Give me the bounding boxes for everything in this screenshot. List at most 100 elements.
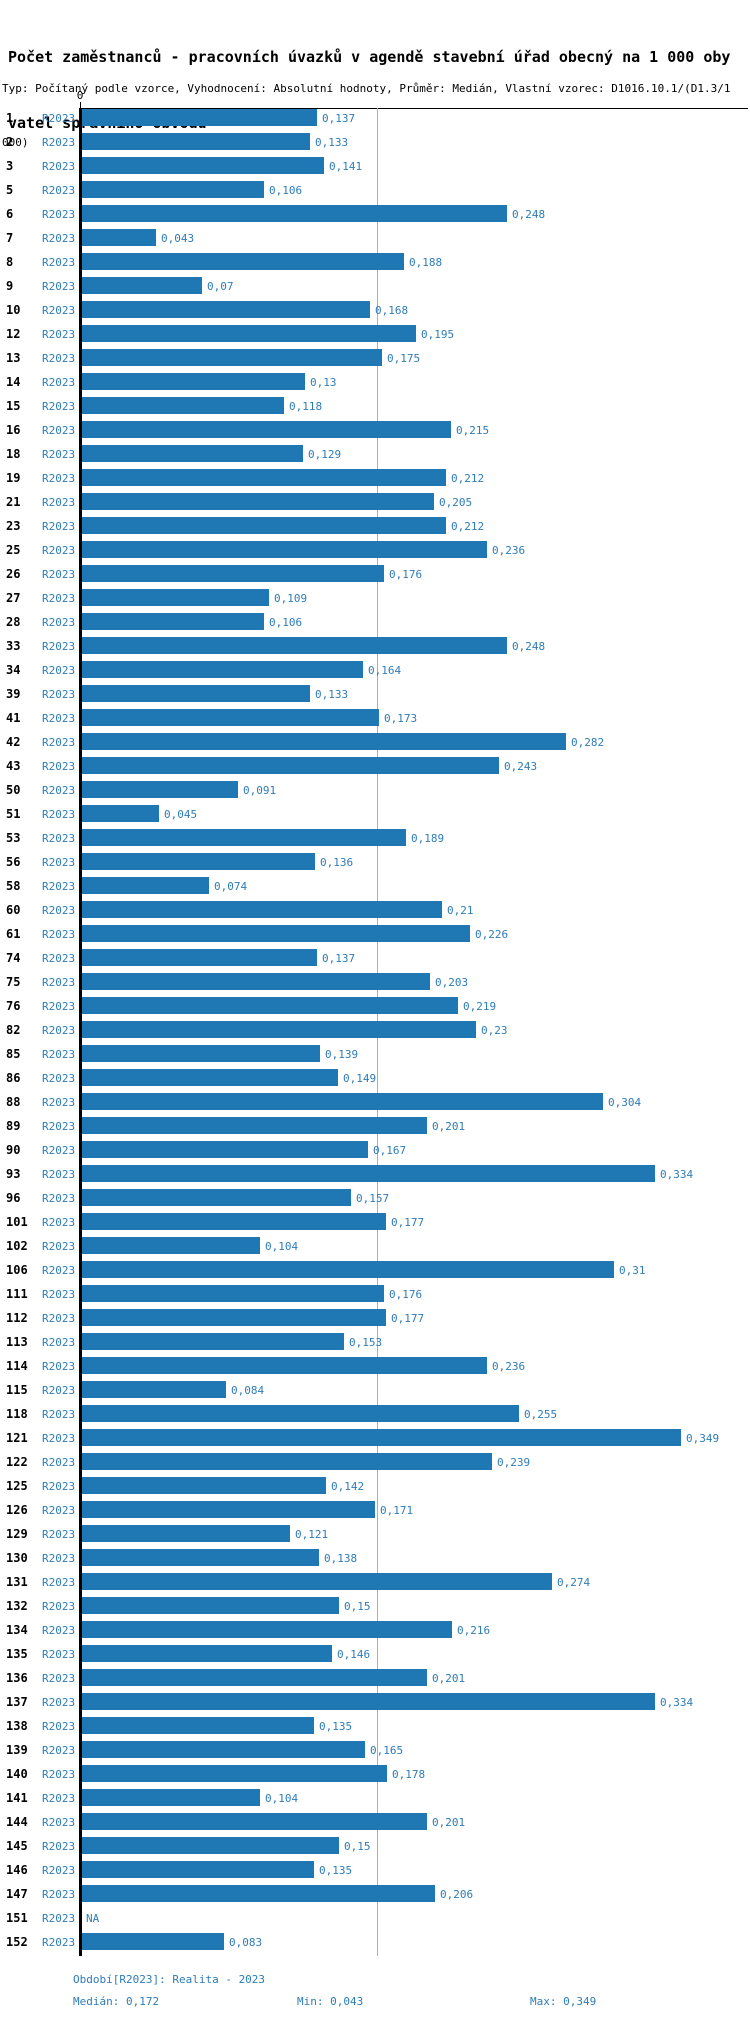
chart-title-line1: Počet zaměstnanců - pracovních úvazků v … <box>8 48 731 66</box>
bar[interactable] <box>82 685 310 702</box>
row-id-label: 86 <box>6 1071 21 1085</box>
bar[interactable] <box>82 1477 326 1494</box>
row-id-label: 75 <box>6 975 21 989</box>
bar[interactable] <box>82 349 382 366</box>
bar[interactable] <box>82 517 446 534</box>
bar[interactable] <box>82 1381 226 1398</box>
bar[interactable] <box>82 1429 681 1446</box>
bar[interactable] <box>82 1789 260 1806</box>
bar[interactable] <box>82 469 446 486</box>
row-id-label: 135 <box>6 1647 28 1661</box>
bar[interactable] <box>82 1285 384 1302</box>
bar-row: 113 R2023 0,153 <box>0 1330 750 1354</box>
bar[interactable] <box>82 1573 552 1590</box>
bar[interactable] <box>82 613 264 630</box>
bar[interactable] <box>82 901 442 918</box>
bar[interactable] <box>82 781 238 798</box>
bar[interactable] <box>82 1549 319 1566</box>
bar-value-label: 0,215 <box>456 424 490 437</box>
bar[interactable] <box>82 1765 387 1782</box>
bar[interactable] <box>82 1309 386 1326</box>
bar[interactable] <box>82 1021 476 1038</box>
row-series-label: R2023 <box>42 1168 76 1181</box>
bar[interactable] <box>82 1453 492 1470</box>
bar[interactable] <box>82 421 451 438</box>
bar[interactable] <box>82 373 305 390</box>
bar[interactable] <box>82 997 458 1014</box>
bar[interactable] <box>82 541 487 558</box>
bar[interactable] <box>82 1861 314 1878</box>
row-series-label: R2023 <box>42 232 76 245</box>
bar[interactable] <box>82 493 434 510</box>
row-series-label: R2023 <box>42 760 76 773</box>
bar[interactable] <box>82 397 284 414</box>
bar[interactable] <box>82 661 363 678</box>
bar[interactable] <box>82 157 324 174</box>
bar[interactable] <box>82 1837 339 1854</box>
bar[interactable] <box>82 973 430 990</box>
bar[interactable] <box>82 1669 427 1686</box>
bar[interactable] <box>82 1525 290 1542</box>
footer-period-label: Období[R2023]: Realita - 2023 <box>73 1973 266 1986</box>
bar[interactable] <box>82 229 156 246</box>
bar[interactable] <box>82 277 202 294</box>
bar-row: 28 R2023 0,106 <box>0 610 750 634</box>
bar[interactable] <box>82 757 499 774</box>
bar[interactable] <box>82 877 209 894</box>
bar[interactable] <box>82 1693 655 1710</box>
row-series-label: R2023 <box>42 928 76 941</box>
bar-row: 86 R2023 0,149 <box>0 1066 750 1090</box>
bar[interactable] <box>82 325 416 342</box>
bar[interactable] <box>82 805 159 822</box>
bar-row: 16 R2023 0,215 <box>0 418 750 442</box>
bar-row: 42 R2023 0,282 <box>0 730 750 754</box>
bar[interactable] <box>82 1261 614 1278</box>
bar[interactable] <box>82 1165 655 1182</box>
bar[interactable] <box>82 949 317 966</box>
row-series-label: R2023 <box>42 1840 76 1853</box>
row-id-label: 19 <box>6 471 21 485</box>
bar[interactable] <box>82 109 317 126</box>
bar[interactable] <box>82 301 370 318</box>
bar[interactable] <box>82 853 315 870</box>
bar[interactable] <box>82 1405 519 1422</box>
bar[interactable] <box>82 1189 351 1206</box>
bar[interactable] <box>82 1213 386 1230</box>
bar-row: 19 R2023 0,212 <box>0 466 750 490</box>
bar[interactable] <box>82 709 379 726</box>
bar[interactable] <box>82 1333 344 1350</box>
bar[interactable] <box>82 637 507 654</box>
bar[interactable] <box>82 1645 332 1662</box>
bar[interactable] <box>82 1141 368 1158</box>
bar[interactable] <box>82 1357 487 1374</box>
bar[interactable] <box>82 1885 435 1902</box>
bar[interactable] <box>82 1741 365 1758</box>
row-series-label: R2023 <box>42 1456 76 1469</box>
bar[interactable] <box>82 1093 603 1110</box>
bar[interactable] <box>82 253 404 270</box>
bar-row: 130 R2023 0,138 <box>0 1546 750 1570</box>
bar[interactable] <box>82 1501 375 1518</box>
bar[interactable] <box>82 445 303 462</box>
bar[interactable] <box>82 733 566 750</box>
bar[interactable] <box>82 1813 427 1830</box>
row-id-label: 90 <box>6 1143 21 1157</box>
bar[interactable] <box>82 589 269 606</box>
bar[interactable] <box>82 1933 224 1950</box>
bar-value-label: 0,149 <box>343 1072 377 1085</box>
bar[interactable] <box>82 181 264 198</box>
bar[interactable] <box>82 1117 427 1134</box>
bar[interactable] <box>82 1069 338 1086</box>
bar[interactable] <box>82 1237 260 1254</box>
bar[interactable] <box>82 1621 452 1638</box>
bar[interactable] <box>82 925 470 942</box>
bar[interactable] <box>82 1597 339 1614</box>
bar[interactable] <box>82 205 507 222</box>
bar[interactable] <box>82 1717 314 1734</box>
row-id-label: 15 <box>6 399 21 413</box>
bar[interactable] <box>82 565 384 582</box>
bar[interactable] <box>82 133 310 150</box>
bar[interactable] <box>82 829 406 846</box>
bar[interactable] <box>82 1045 320 1062</box>
bar-row: 74 R2023 0,137 <box>0 946 750 970</box>
